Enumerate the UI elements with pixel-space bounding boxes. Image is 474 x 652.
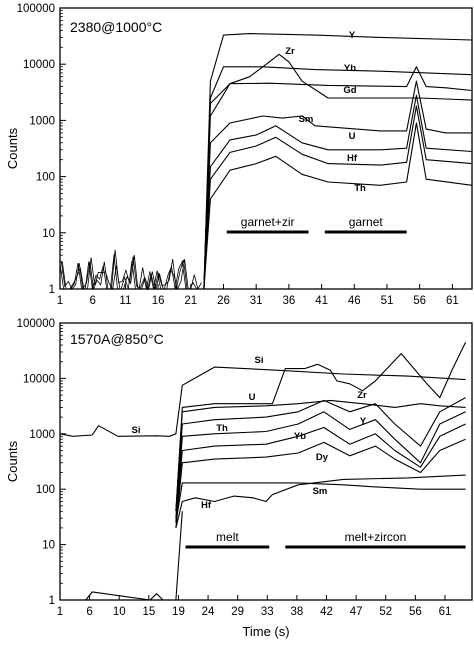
panel2-series-label-si-background: Si: [132, 425, 141, 436]
panel1-xtick-label: 56: [413, 295, 426, 307]
panel2-series-hf: [175, 474, 466, 529]
panel1-xtick-label: 6: [89, 295, 95, 307]
panel1-series-label-u: U: [349, 131, 356, 142]
panel2-series-label-yb: Yb: [294, 431, 306, 442]
panel1-xtick-label: 1: [57, 295, 63, 307]
panel1-xtick-label: 21: [184, 295, 197, 307]
panel2-xtick-label: 29: [231, 606, 244, 618]
panel1-background-noise: [60, 249, 202, 291]
panel1-xtick-label: 61: [446, 295, 459, 307]
panel1-annotation-label-garnet-zir: garnet+zir: [241, 215, 295, 229]
panel2-ytick-label: 1: [49, 595, 55, 607]
panel1-xtick-label: 11: [119, 295, 131, 307]
panel2-xtick-label: 19: [172, 606, 185, 618]
panel2-series-label-y: Y: [360, 416, 367, 427]
panel1-series-label-gd: Gd: [343, 85, 356, 96]
panel2-ytick-label: 1000: [29, 429, 55, 441]
panel2-series-yb: [175, 423, 466, 523]
panel1-background-noise: [62, 255, 203, 291]
panel2-series-si: [59, 366, 466, 437]
panel1-series-label-sm: Sm: [299, 114, 314, 125]
panel2-xtick-label: 56: [409, 606, 422, 618]
panel2-series-sm: [175, 482, 466, 523]
panel1-ytick-label: 10: [42, 228, 55, 240]
panel2-series-th: [175, 411, 466, 523]
panel2-series-zr: [175, 341, 467, 512]
panel2-series-label-zr: Zr: [357, 390, 367, 401]
panel2-series-y: [175, 397, 466, 519]
panel2-ytick-label: 10: [42, 540, 55, 552]
panel2-xtick-label: 61: [439, 606, 452, 618]
panel2-series-label-u: U: [249, 392, 256, 403]
panel1-series-label-hf: Hf: [347, 153, 358, 164]
panel2-xtick-label: 1: [57, 606, 63, 618]
panel1-series-sm: [60, 80, 472, 290]
panel2-xtick-label: 24: [202, 606, 215, 618]
panel1-ytick-label: 1: [49, 284, 55, 296]
panel2: 1 10 100 1000 10000 100000 1 6 10 15 19 24 29 33 38 42 4…: [5, 318, 473, 618]
panel2-series-dy: [175, 438, 466, 528]
panel2-ytick-label: 100000: [17, 318, 55, 330]
panel1-xtick-label: 16: [152, 295, 165, 307]
panel2-xtick-label: 33: [261, 606, 274, 618]
panel1-xtick-label: 36: [282, 295, 295, 307]
panel1-background-noise: [59, 254, 201, 290]
panel1-plot-frame: [59, 7, 473, 290]
panel2-series-label-si: Si: [255, 355, 264, 366]
panel2-xtick-label: 52: [379, 606, 392, 618]
panel1-annotation-label-garnet: garnet: [349, 215, 384, 229]
panel2-series-label-dy: Dy: [316, 452, 329, 463]
panel1-ylabel: Counts: [5, 127, 20, 169]
panel1-xtick-label: 46: [348, 295, 361, 307]
figure-xlabel: Time (s): [242, 624, 289, 639]
panel1-ytick-label: 1000: [29, 115, 55, 127]
panel2-ylabel: Counts: [5, 440, 20, 482]
panel2-series-u: [175, 399, 466, 512]
panel1-title: 2380@1000°C: [70, 19, 162, 35]
panel2-ytick-label: 10000: [23, 373, 55, 385]
panel1-series-label-yb: Yb: [344, 63, 356, 74]
panel1-xtick-label: 26: [217, 295, 230, 307]
panel1-ytick-label: 100000: [17, 3, 55, 15]
panel2-xtick-label: 42: [320, 606, 333, 618]
panel2-annotation-label-melt: melt: [216, 530, 239, 544]
panel2-xtick-label: 10: [113, 606, 126, 618]
panel1-xtick-label: 31: [250, 295, 263, 307]
panel2-series-baseline-9: [60, 511, 183, 601]
panel1-ytick-label: 100: [36, 172, 55, 184]
panel2-series-label-sm: Sm: [313, 486, 328, 497]
panel1-ytick-label: 10000: [23, 59, 55, 71]
panel1-series-label-y: Y: [349, 30, 356, 41]
panel2-xtick-label: 15: [142, 606, 155, 618]
panel1-series-hf: [60, 105, 473, 290]
panel2-xtick-label: 6: [86, 606, 92, 618]
panel2-plot-frame: [59, 322, 473, 601]
panel2-title: 1570A@850°C: [70, 331, 164, 347]
panel1-series-label-th: Th: [354, 183, 366, 194]
panel2-series-label-th: Th: [216, 423, 228, 434]
panel1-series-u: [60, 94, 473, 290]
panel2-xtick-label: 38: [291, 606, 304, 618]
panel2-annotation-label-melt-zircon: melt+zircon: [345, 530, 407, 544]
panel2-xtick-label: 47: [350, 606, 363, 618]
panel1-series-yb: [60, 66, 473, 290]
panel1-series-gd: [60, 66, 473, 290]
panel1-xtick-label: 41: [315, 295, 328, 307]
panel2-ytick-label: 100: [36, 484, 55, 496]
panel1-series-zr: [60, 53, 473, 290]
panel1-xtick-label: 51: [381, 295, 394, 307]
panel1-series-th: [60, 122, 473, 290]
panel1-series-label-zr: Zr: [285, 46, 295, 57]
panel2-series-label-hf: Hf: [201, 500, 212, 511]
